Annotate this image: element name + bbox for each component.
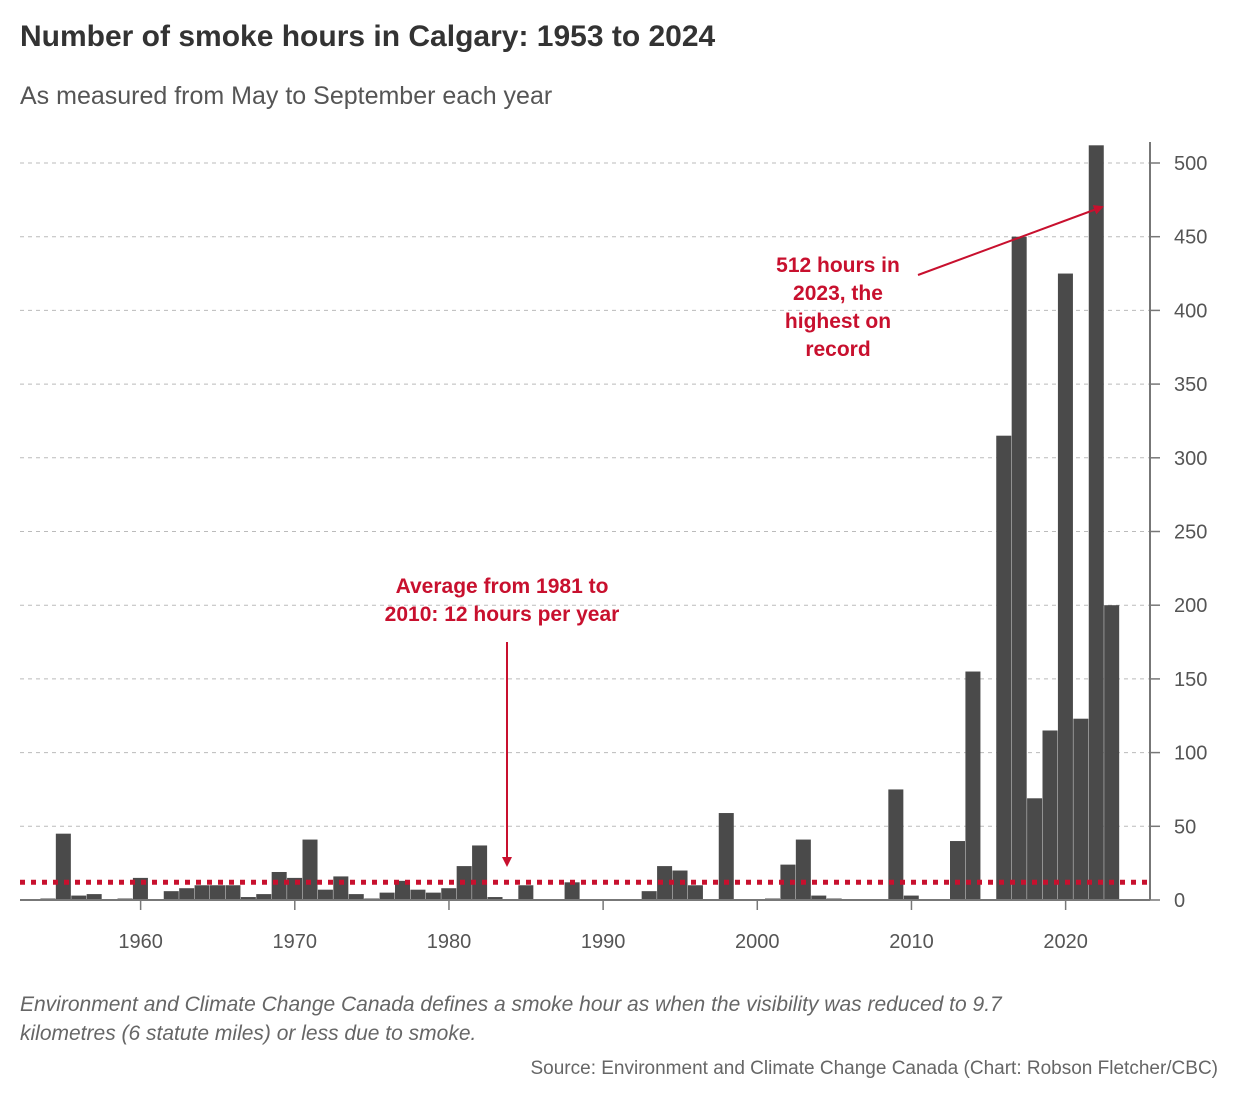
bar-2002 [780,864,796,900]
bar-1978 [410,889,426,900]
bar-1994 [657,866,673,900]
bar-2022 [1088,145,1104,900]
average-annotation-line: Average from 1981 to [396,575,609,598]
x-tick-label: 2000 [735,931,780,953]
smoke-hours-chart: 0 50 100 150 200 250 300 350 400 450 500 1960 1970 19… [20,142,1207,953]
bar-1964 [194,885,210,900]
bar-2009 [888,789,904,900]
y-tick-label: 200 [1174,595,1207,617]
bar-2021 [1073,718,1089,900]
bar-1971 [302,839,318,900]
bar-2018 [1027,798,1043,900]
bar-1957 [86,894,102,900]
bar-1985 [518,885,534,900]
y-tick-label: 350 [1174,374,1207,396]
bar-1973 [333,876,349,900]
x-tick-label: 1990 [581,931,626,953]
bar-2016 [996,435,1012,900]
axes: 0 50 100 150 200 250 300 350 400 450 500 1960 1970 19… [20,142,1207,953]
record-annotation-line: record [805,338,870,361]
bar-1977 [395,880,411,900]
y-tick-label: 400 [1174,300,1207,322]
record-arrow [917,205,1104,276]
y-tick-label: 0 [1174,890,1185,912]
bar-1972 [317,889,333,900]
record-annotation-line: 512 hours in [776,254,900,277]
x-tick-label: 2010 [889,931,934,953]
x-tick-label: 1970 [273,931,318,953]
y-tick-label: 250 [1174,522,1207,544]
footnote-line-1: Environment and Climate Change Canada de… [20,993,1002,1016]
bar-1983 [487,897,503,900]
bar-1993 [641,891,657,900]
bar-1988 [564,882,580,900]
bar-1965 [210,885,226,900]
bar-1974 [348,894,364,900]
y-tick-label: 300 [1174,448,1207,470]
y-tick-label: 450 [1174,227,1207,249]
x-tick-label: 1960 [118,931,163,953]
bar-1980 [441,888,457,900]
grid-lines [20,162,1150,827]
bar-2013 [950,841,966,900]
bar-2014 [965,671,981,900]
footnote-line-2: kilometres (6 statute miles) or less due… [20,1022,477,1045]
chart-title: Number of smoke hours in Calgary: 1953 t… [20,20,716,53]
bar-1976 [379,892,395,900]
bar-1968 [256,894,272,900]
bar-1995 [672,870,688,900]
bar-1996 [687,885,703,900]
bar-2003 [795,839,811,900]
bar-1967 [240,897,256,900]
bar-1963 [179,888,195,900]
source-credit: Source: Environment and Climate Change C… [530,1058,1219,1079]
chart-subtitle: As measured from May to September each y… [20,82,553,110]
bar-2019 [1042,730,1058,900]
bar-2010 [903,895,919,900]
footnote: Environment and Climate Change Canada de… [20,990,1210,1048]
bar-1956 [71,895,87,900]
record-annotation-line: highest on [785,310,891,333]
bar-2023 [1104,605,1120,900]
y-tick-label: 500 [1174,153,1207,175]
y-tick-label: 50 [1174,816,1196,838]
bar-1982 [472,845,488,900]
x-tick-label: 2020 [1043,931,1088,953]
bar-1962 [163,891,179,900]
bars [40,145,1120,900]
bar-1969 [271,871,287,900]
y-tick-label: 100 [1174,743,1207,765]
bar-1966 [225,885,241,900]
record-annotation-line: 2023, the [793,282,883,305]
bar-1955 [55,833,71,900]
bar-1998 [718,813,734,900]
y-tick-label: 150 [1174,669,1207,691]
bar-2017 [1011,236,1027,900]
average-annotation-line: 2010: 12 hours per year [385,603,620,626]
x-tick-label: 1980 [427,931,472,953]
bar-2020 [1057,273,1073,900]
bar-1979 [425,892,441,900]
bar-2004 [811,895,827,900]
annotations: 512 hours in 2023, the highest on record Ave… [385,205,1104,867]
